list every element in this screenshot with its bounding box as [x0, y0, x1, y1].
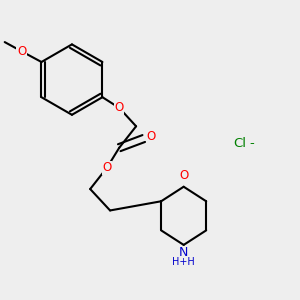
Text: N: N [179, 246, 188, 260]
Text: H+H: H+H [172, 257, 195, 267]
Text: Cl: Cl [233, 137, 246, 150]
Text: -: - [250, 137, 254, 150]
Text: O: O [179, 169, 188, 182]
Text: O: O [115, 101, 124, 114]
Text: O: O [102, 161, 112, 174]
Text: O: O [17, 45, 26, 58]
Text: O: O [147, 130, 156, 143]
